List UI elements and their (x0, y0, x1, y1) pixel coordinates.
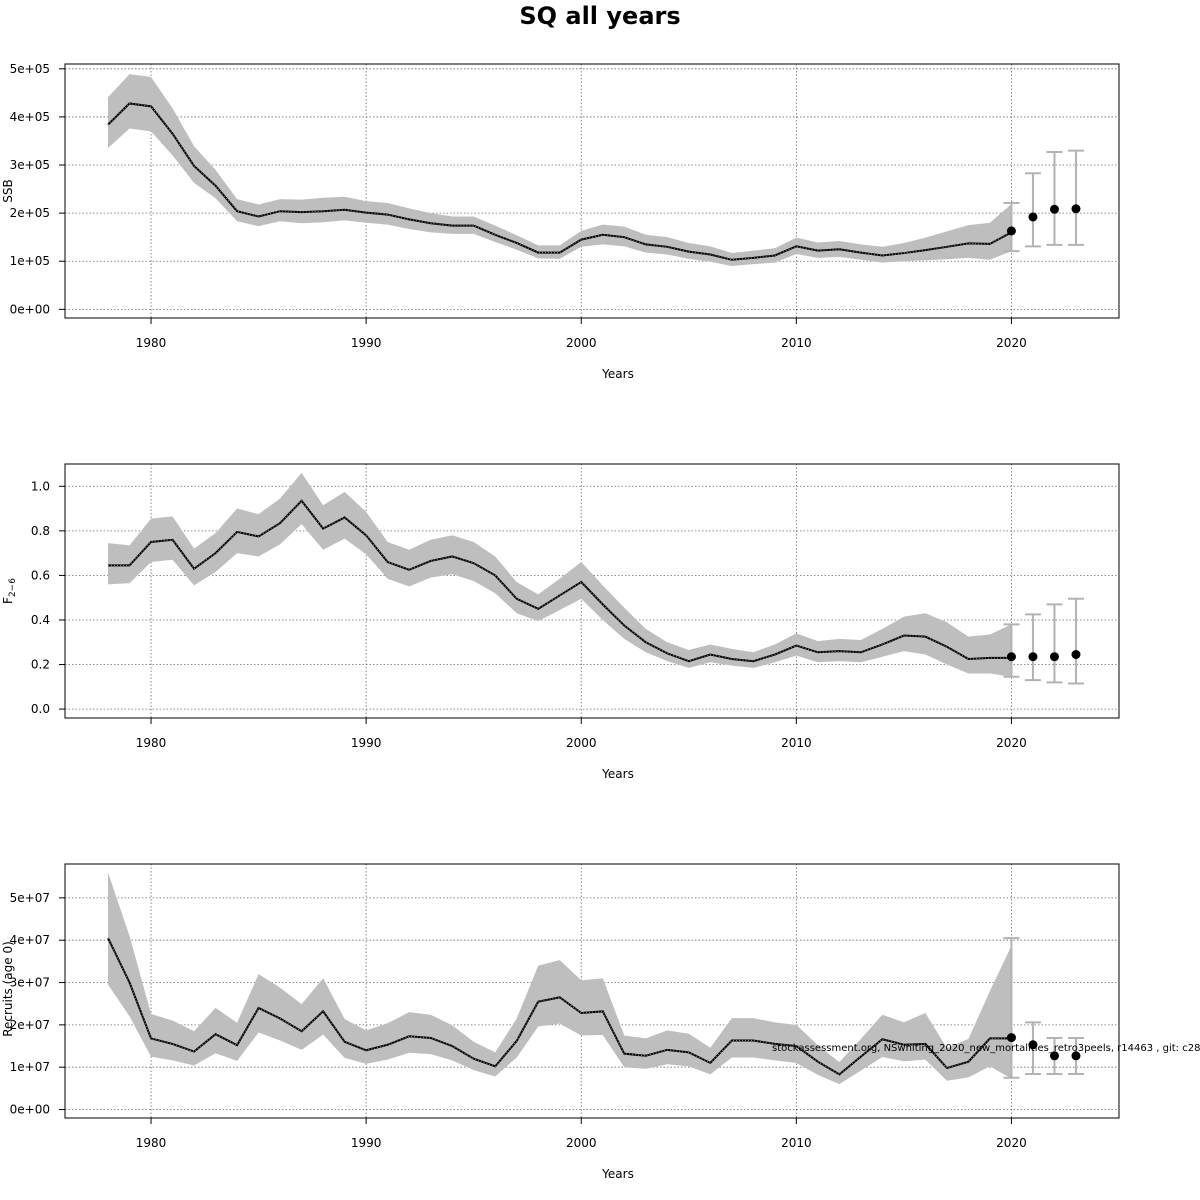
y-tick-label: 0e+00 (10, 302, 50, 316)
fishing-mortality-panel: 1980 1990 2000 2010 2020 0.0 0.2 0.4 0.6 0.8 1.0 Ye… (1, 463, 1120, 781)
x-tick-label: 1990 (351, 1136, 382, 1150)
forecast-point (1028, 212, 1038, 222)
recruitment-panel: 1980 1990 2000 2010 2020 0e+00 1e+07 2e+07 3e+07… (1, 863, 1120, 1181)
ssb-panel: 1980 1990 2000 2010 2020 0e+00 1e+05 2e+05 3e+05… (1, 62, 1120, 381)
x-tick-label: 2010 (781, 336, 812, 350)
estimate-line-dots (107, 102, 1012, 261)
x-tick-label: 2000 (566, 1136, 597, 1150)
x-tick-label: 1980 (136, 336, 167, 350)
y-tick-label: 1.0 (31, 479, 50, 493)
y-axis-label: F2−6 (1, 578, 18, 604)
y-tick-label: 4e+07 (10, 933, 50, 947)
forecast-point (1006, 652, 1016, 662)
y-tick-label: 0.8 (31, 524, 50, 538)
forecast-point (1071, 650, 1081, 659)
footnote: stockassessment.org, NSwhiting_2020_new_… (772, 1043, 1200, 1054)
y-tick-label: 0.0 (31, 702, 50, 716)
x-tick-label: 1980 (136, 1136, 167, 1150)
forecast-point (1071, 1051, 1081, 1061)
y-axis-label: Recruits (age 0) (1, 941, 15, 1037)
y-tick-label: 0e+00 (10, 1103, 50, 1117)
x-tick-label: 2000 (566, 736, 597, 750)
forecast-point (1049, 204, 1059, 214)
x-tick-label: 1990 (351, 336, 382, 350)
y-tick-label: 1e+05 (10, 254, 50, 268)
y-tick-label: 1e+07 (10, 1060, 50, 1074)
confidence-band (108, 872, 1012, 1085)
y-tick-label: 0.6 (31, 568, 50, 582)
x-tick-label: 2020 (996, 736, 1027, 750)
confidence-band (108, 74, 1012, 267)
x-tick-label: 2020 (996, 1136, 1027, 1150)
forecast-point (1028, 1040, 1038, 1050)
x-tick-label: 1980 (136, 736, 167, 750)
y-axis-label: SSB (1, 179, 15, 202)
forecast-point (1028, 652, 1038, 662)
x-tick-label: 2010 (781, 1136, 812, 1150)
chart-title: SQ all years (519, 2, 680, 30)
x-axis-label: Years (601, 1167, 634, 1181)
y-tick-label: 5e+07 (10, 891, 50, 905)
y-tick-label: 2e+05 (10, 206, 50, 220)
x-tick-label: 2000 (566, 336, 597, 350)
estimate-line (107, 102, 1012, 261)
x-axis-label: Years (601, 767, 634, 781)
forecast-point (1006, 226, 1016, 236)
plot-frame (64, 63, 1120, 319)
forecast-point (1049, 1051, 1059, 1061)
forecast-point (1049, 652, 1059, 662)
estimate-line-dots (108, 499, 1012, 662)
plot-frame (64, 863, 1120, 1119)
y-tick-label: 0.4 (31, 613, 50, 627)
y-tick-label: 3e+07 (10, 976, 50, 990)
forecast-point (1071, 204, 1081, 214)
y-axis-label-subscript: 2−6 (8, 578, 18, 597)
y-tick-label: 5e+05 (10, 62, 50, 76)
y-tick-label: 0.2 (31, 658, 50, 672)
y-tick-label: 4e+05 (10, 110, 50, 124)
x-tick-label: 2010 (781, 736, 812, 750)
y-tick-label: 2e+07 (10, 1018, 50, 1032)
x-axis-label: Years (601, 367, 634, 381)
plot-frame (64, 463, 1120, 719)
estimate-line-dots (107, 937, 1012, 1076)
forecast-point (1006, 1033, 1016, 1043)
x-tick-label: 2020 (996, 336, 1027, 350)
y-tick-label: 3e+05 (10, 158, 50, 172)
x-tick-label: 1990 (351, 736, 382, 750)
